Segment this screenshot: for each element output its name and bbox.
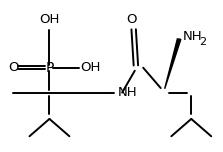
Text: 2: 2 [199,37,206,47]
Text: NH: NH [182,30,202,43]
Text: OH: OH [81,61,101,74]
Text: NH: NH [118,86,138,99]
Text: O: O [9,61,19,74]
Text: O: O [126,13,137,26]
Text: P: P [45,61,54,75]
Text: OH: OH [39,13,60,26]
Polygon shape [165,39,181,89]
